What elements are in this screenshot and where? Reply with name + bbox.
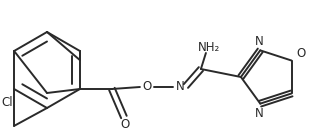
Text: Cl: Cl: [1, 95, 13, 108]
Text: O: O: [142, 80, 151, 93]
Text: N: N: [255, 35, 264, 48]
Text: N: N: [255, 107, 264, 120]
Text: NH₂: NH₂: [198, 40, 220, 53]
Text: O: O: [120, 118, 130, 131]
Text: N: N: [176, 80, 184, 93]
Text: O: O: [296, 47, 305, 60]
